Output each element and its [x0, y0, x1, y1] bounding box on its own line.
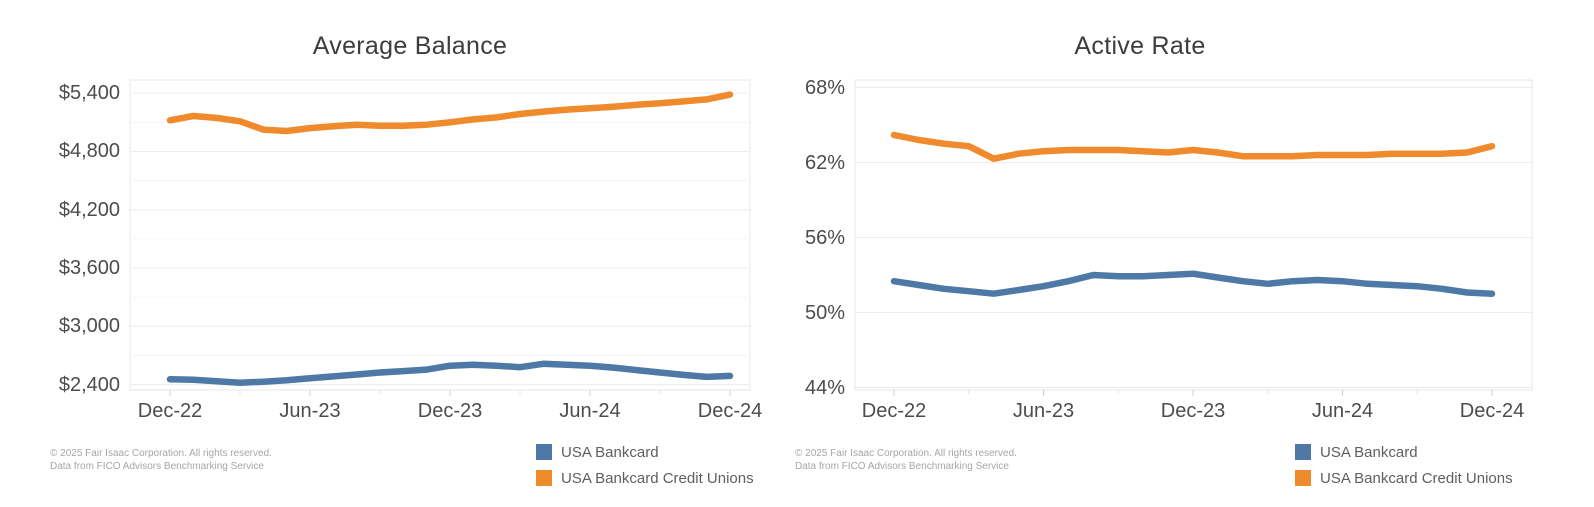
- plot-pane-border: [854, 79, 1533, 391]
- attribution-line-2: Data from FICO Advisors Benchmarking Ser…: [50, 461, 264, 472]
- x-axis-tick-label: Jun-24: [559, 400, 621, 422]
- chart-title-average-balance: Average Balance: [312, 32, 508, 60]
- y-axis-tick-label: 68%: [804, 76, 845, 99]
- y-axis-tick-label: $4,200: [58, 198, 120, 221]
- y-axis-tick-label: $4,800: [58, 140, 120, 163]
- legend-item-usa-bankcard[interactable]: USA Bankcard: [1295, 439, 1513, 465]
- legend-label: USA Bankcard: [1320, 443, 1418, 461]
- x-axis-tick-label: Dec-24: [1459, 400, 1525, 422]
- x-axis-tick-label: Dec-22: [137, 400, 203, 422]
- plot-pane-border: [129, 79, 751, 391]
- x-axis-tick-label: Dec-23: [417, 400, 483, 422]
- attribution-line-1: © 2025 Fair Isaac Corporation. All right…: [50, 448, 272, 459]
- legend: USA Bankcard USA Bankcard Credit Unions: [1295, 439, 1513, 491]
- y-axis-tick-label: 44%: [804, 376, 845, 399]
- legend-item-usa-bankcard-credit-unions[interactable]: USA Bankcard Credit Unions: [536, 465, 754, 491]
- attribution-line-2: Data from FICO Advisors Benchmarking Ser…: [795, 461, 1009, 472]
- legend-item-usa-bankcard-credit-unions[interactable]: USA Bankcard Credit Unions: [1295, 465, 1513, 491]
- average-balance-plot: [129, 79, 751, 396]
- x-axis-tick-label: Dec-22: [861, 400, 927, 422]
- legend-item-usa-bankcard[interactable]: USA Bankcard: [536, 439, 754, 465]
- y-axis-tick-label: 56%: [804, 226, 845, 249]
- series-line-usa-bankcard-credit-unions[interactable]: [890, 131, 1496, 162]
- legend-swatch-orange: [1295, 470, 1311, 486]
- attribution-line-1: © 2025 Fair Isaac Corporation. All right…: [795, 448, 1017, 459]
- attribution-text: © 2025 Fair Isaac Corporation. All right…: [50, 447, 272, 473]
- y-axis-tick-label: 50%: [804, 301, 845, 324]
- x-axis-tick-label: Dec-24: [697, 400, 763, 422]
- chart-title-active-rate: Active Rate: [1074, 32, 1206, 60]
- series-line-usa-bankcard[interactable]: [166, 360, 734, 386]
- x-axis-tick-label: Jun-23: [1012, 400, 1075, 422]
- series-line-usa-bankcard-credit-unions[interactable]: [166, 91, 734, 135]
- y-axis-tick-label: $3,000: [58, 315, 120, 338]
- x-axis-tick-label: Dec-23: [1160, 400, 1226, 422]
- legend-swatch-blue: [1295, 444, 1311, 460]
- legend-swatch-orange: [536, 470, 552, 486]
- legend-label: USA Bankcard Credit Unions: [561, 469, 754, 487]
- active-rate-plot: [854, 79, 1533, 396]
- legend: USA Bankcard USA Bankcard Credit Unions: [536, 439, 754, 491]
- x-axis-tick-label: Jun-23: [279, 400, 341, 422]
- x-axis-tick-label: Jun-24: [1311, 400, 1374, 422]
- legend-label: USA Bankcard Credit Unions: [1320, 469, 1513, 487]
- y-axis-tick-label: $5,400: [58, 82, 120, 105]
- y-axis-tick-label: 62%: [804, 151, 845, 174]
- series-line-usa-bankcard[interactable]: [890, 270, 1496, 297]
- average-balance-chart-panel: Average Balance © 2025 Fair Isaac Corpor…: [0, 0, 770, 507]
- legend-label: USA Bankcard: [561, 443, 659, 461]
- y-axis-tick-label: $2,400: [58, 373, 120, 396]
- attribution-text: © 2025 Fair Isaac Corporation. All right…: [795, 447, 1017, 473]
- active-rate-chart-panel: Active Rate © 2025 Fair Isaac Corporatio…: [770, 0, 1594, 507]
- y-axis-tick-label: $3,600: [58, 257, 120, 280]
- legend-swatch-blue: [536, 444, 552, 460]
